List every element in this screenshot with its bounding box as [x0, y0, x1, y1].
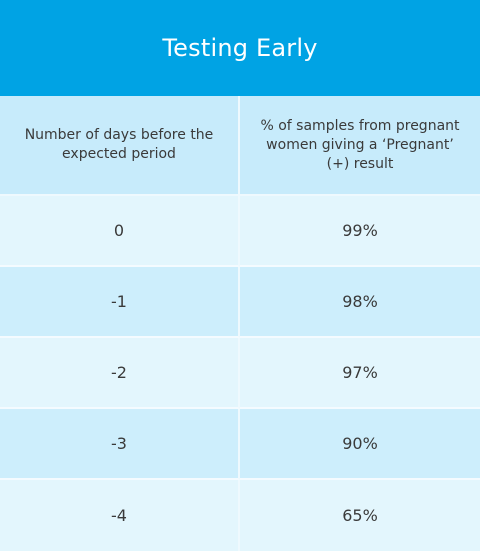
column-header-days: Number of days before the expected perio…: [0, 96, 240, 196]
days-cell: -1: [0, 267, 240, 338]
header-row: Number of days before the expected perio…: [0, 96, 480, 196]
results-table: Number of days before the expected perio…: [0, 96, 480, 551]
table-row: 0 99%: [0, 196, 480, 267]
table-row: -2 97%: [0, 338, 480, 409]
days-cell: -3: [0, 409, 240, 480]
table-row: -4 65%: [0, 480, 480, 551]
percent-cell: 90%: [240, 409, 480, 480]
column-header-percent: % of samples from pregnant women giving …: [240, 96, 480, 196]
percent-cell: 97%: [240, 338, 480, 409]
days-cell: 0: [0, 196, 240, 267]
days-cell: -2: [0, 338, 240, 409]
percent-cell: 98%: [240, 267, 480, 338]
title-bar: Testing Early: [0, 0, 480, 96]
table-row: -1 98%: [0, 267, 480, 338]
percent-cell: 99%: [240, 196, 480, 267]
table-row: -3 90%: [0, 409, 480, 480]
days-cell: -4: [0, 480, 240, 551]
percent-cell: 65%: [240, 480, 480, 551]
table-title: Testing Early: [162, 34, 318, 62]
